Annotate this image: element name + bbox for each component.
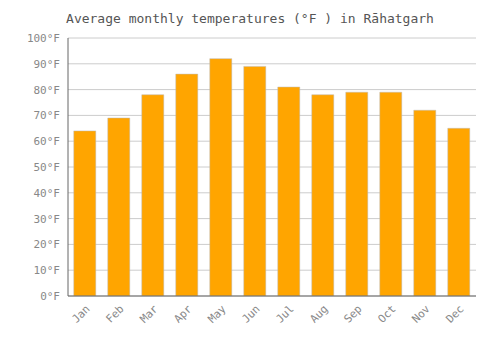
html-text:Average monthly temperatures (: Average monthly temperatures (°F ) in Rā…: [66, 11, 434, 26]
svg-text:Nov: Nov: [409, 302, 433, 326]
svg-text:Feb: Feb: [103, 302, 126, 325]
svg-text:50°F: 50°F: [34, 161, 61, 174]
svg-text:10°F: 10°F: [34, 264, 61, 277]
svg-text:Apr: Apr: [171, 302, 195, 326]
svg-text:Dec: Dec: [443, 302, 466, 325]
svg-text:May: May: [205, 302, 229, 326]
svg-text:Jul: Jul: [273, 302, 296, 325]
svg-text:Mar: Mar: [137, 302, 161, 326]
svg-text:20°F: 20°F: [34, 238, 61, 251]
svg-text:100°F: 100°F: [27, 32, 60, 45]
svg-text:Jun: Jun: [239, 302, 262, 325]
svg-text:Aug: Aug: [307, 302, 330, 325]
svg-text:30°F: 30°F: [34, 213, 61, 226]
svg-text:90°F: 90°F: [34, 58, 61, 71]
svg-text:Jan: Jan: [69, 302, 92, 325]
svg-text:Sep: Sep: [341, 302, 364, 325]
svg-text:60°F: 60°F: [34, 135, 61, 148]
svg-text:0°F: 0°F: [40, 290, 60, 303]
svg-text:40°F: 40°F: [34, 187, 61, 200]
svg-text:80°F: 80°F: [34, 84, 61, 97]
svg-text:Oct: Oct: [375, 302, 398, 325]
svg-text:70°F: 70°F: [34, 109, 61, 122]
